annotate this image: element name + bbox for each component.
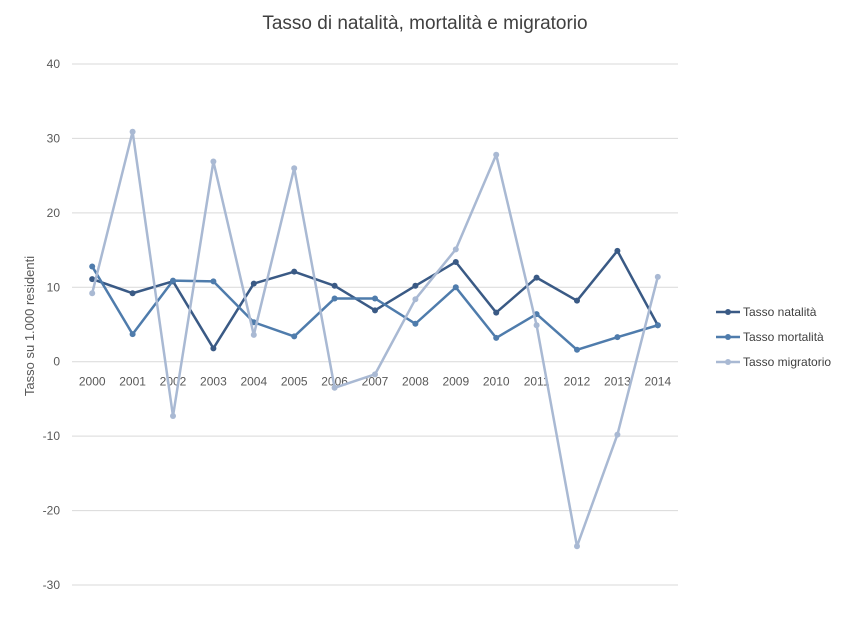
data-point <box>250 280 257 287</box>
data-point <box>372 295 378 302</box>
x-tick-label: 2012 <box>564 375 591 389</box>
x-tick-label: 2007 <box>362 375 389 389</box>
legend-item: Tasso natalità <box>716 305 817 319</box>
data-point <box>372 371 378 378</box>
data-point <box>574 543 580 550</box>
y-tick-label: -30 <box>43 578 61 592</box>
y-tick-label: 10 <box>47 280 61 294</box>
gridlines <box>72 63 678 586</box>
legend-item: Tasso migratorio <box>716 355 831 369</box>
x-tick-label: 2011 <box>524 375 550 389</box>
x-tick-label: 2014 <box>644 375 671 389</box>
data-point <box>614 431 621 438</box>
x-tick-label: 2013 <box>604 375 631 389</box>
x-tick-label: 2010 <box>483 375 510 389</box>
y-tick-label: 0 <box>53 355 60 369</box>
data-point <box>89 263 96 270</box>
data-point <box>210 278 217 285</box>
data-point <box>533 322 540 329</box>
data-point <box>291 333 298 340</box>
x-tick-label: 2008 <box>402 375 429 389</box>
data-point <box>493 151 500 158</box>
legend: Tasso natalità Tasso mortalità Tasso migra… <box>716 305 831 369</box>
data-point <box>210 158 217 165</box>
data-point <box>331 295 338 302</box>
x-tick-label: 2003 <box>200 375 227 389</box>
legend-label: Tasso mortalità <box>743 330 824 344</box>
legend-label: Tasso migratorio <box>743 355 831 369</box>
data-point <box>89 290 96 297</box>
data-point <box>614 247 621 254</box>
legend-marker <box>725 309 731 315</box>
data-point <box>129 128 136 135</box>
data-point <box>493 334 500 341</box>
series-lines <box>89 128 661 550</box>
data-point <box>452 284 459 291</box>
data-point <box>129 290 136 297</box>
data-point <box>170 413 176 420</box>
y-axis-ticks: 40 30 20 10 0 -10 -20 -30 <box>43 57 61 592</box>
legend-marker <box>725 334 731 340</box>
data-point <box>129 331 136 338</box>
x-tick-label: 2005 <box>281 375 308 389</box>
chart-title: Tasso di natalità, mortalità e migratori… <box>262 13 587 34</box>
data-point <box>331 384 338 391</box>
data-point <box>654 273 661 280</box>
x-tick-label: 2001 <box>119 375 146 389</box>
data-point <box>452 246 459 253</box>
data-point <box>533 274 540 281</box>
data-point <box>89 276 96 283</box>
data-point <box>614 334 621 341</box>
data-point <box>574 297 580 304</box>
y-tick-label: 40 <box>47 57 61 71</box>
y-tick-label: -10 <box>43 429 61 443</box>
data-point <box>170 277 176 284</box>
data-point <box>412 320 419 327</box>
series-line <box>90 130 660 548</box>
data-point <box>291 268 298 275</box>
x-tick-label: 2000 <box>79 375 106 389</box>
data-point <box>412 282 419 289</box>
y-tick-label: 30 <box>47 131 61 145</box>
y-tick-label: -20 <box>43 504 61 518</box>
legend-label: Tasso natalità <box>743 305 817 319</box>
data-point <box>372 307 378 314</box>
data-point <box>291 165 298 172</box>
series-3 <box>89 128 661 550</box>
legend-marker <box>725 359 731 365</box>
series-2 <box>89 263 661 353</box>
y-tick-label: 20 <box>47 206 61 220</box>
data-point <box>452 258 459 265</box>
x-tick-label: 2002 <box>160 375 187 389</box>
legend-item: Tasso mortalità <box>716 330 824 344</box>
x-tick-label: 2009 <box>442 375 469 389</box>
x-tick-label: 2004 <box>240 375 267 389</box>
data-point <box>331 282 338 289</box>
data-point <box>574 346 580 353</box>
data-point <box>654 322 661 329</box>
data-point <box>250 331 257 338</box>
data-point <box>412 296 419 303</box>
data-point <box>493 309 500 316</box>
x-axis-ticks: 2000 2001 2002 2003 2004 2005 2006 2007 2008 2009… <box>79 375 672 389</box>
y-axis-title: Tasso su 1.000 residenti <box>22 256 37 396</box>
data-point <box>210 345 217 352</box>
